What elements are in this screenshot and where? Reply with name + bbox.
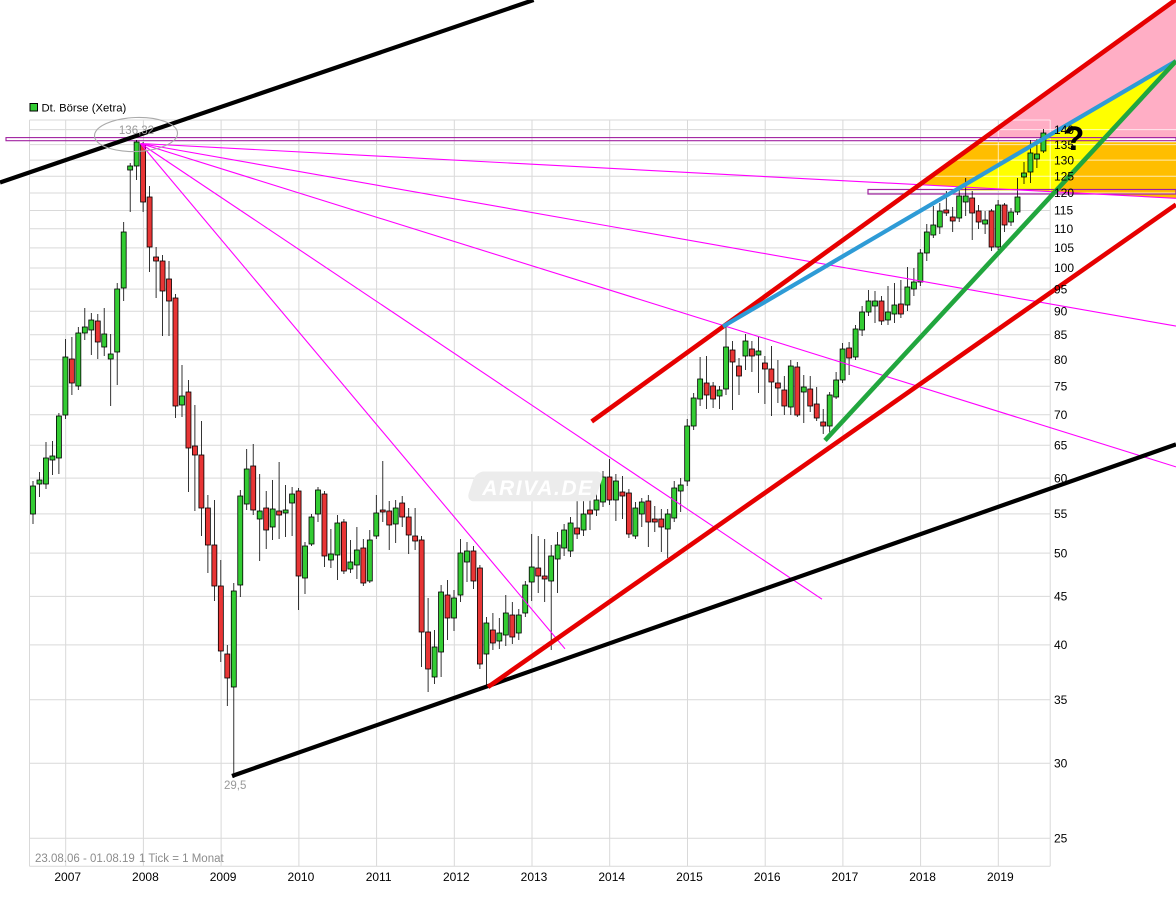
svg-text:Dt. Börse (Xetra): Dt. Börse (Xetra) [42, 103, 127, 115]
svg-text:110: 110 [1054, 222, 1073, 236]
svg-text:125: 125 [1054, 169, 1074, 183]
svg-text:50: 50 [1054, 546, 1068, 560]
svg-text:35: 35 [1054, 693, 1068, 707]
svg-text:95: 95 [1054, 282, 1068, 296]
svg-text:2009: 2009 [210, 870, 237, 884]
svg-text:2007: 2007 [54, 870, 81, 884]
svg-text:70: 70 [1054, 408, 1068, 422]
svg-text:30: 30 [1054, 756, 1068, 770]
svg-text:2012: 2012 [443, 870, 470, 884]
svg-text:60: 60 [1054, 471, 1068, 485]
svg-text:2017: 2017 [832, 870, 859, 884]
svg-text:135: 135 [1054, 138, 1074, 152]
svg-text:85: 85 [1054, 328, 1068, 342]
svg-text:140: 140 [1054, 123, 1074, 137]
svg-text:25: 25 [1054, 831, 1068, 845]
svg-text:105: 105 [1054, 241, 1074, 255]
svg-text:2010: 2010 [288, 870, 315, 884]
svg-text:65: 65 [1054, 438, 1068, 452]
svg-text:100: 100 [1054, 261, 1074, 275]
svg-text:29,5: 29,5 [224, 780, 246, 792]
svg-text:80: 80 [1054, 353, 1068, 367]
svg-text:1 Tick = 1 Monat: 1 Tick = 1 Monat [139, 853, 224, 865]
svg-text:130: 130 [1054, 153, 1074, 167]
svg-text:23.08.06 - 01.08.19: 23.08.06 - 01.08.19 [35, 853, 135, 865]
svg-text:55: 55 [1054, 507, 1068, 521]
svg-text:2018: 2018 [909, 870, 936, 884]
svg-text:75: 75 [1054, 380, 1068, 394]
svg-text:40: 40 [1054, 638, 1068, 652]
svg-text:2013: 2013 [521, 870, 548, 884]
svg-text:120: 120 [1054, 186, 1074, 200]
svg-text:45: 45 [1054, 590, 1068, 604]
svg-text:2019: 2019 [987, 870, 1014, 884]
svg-text:115: 115 [1054, 204, 1073, 218]
svg-text:2014: 2014 [598, 870, 625, 884]
svg-text:ARIVA.DE: ARIVA.DE [481, 477, 594, 500]
svg-text:2008: 2008 [132, 870, 159, 884]
svg-text:2011: 2011 [366, 870, 392, 884]
svg-text:2016: 2016 [754, 870, 781, 884]
svg-text:90: 90 [1054, 305, 1068, 319]
svg-text:136,32: 136,32 [119, 125, 154, 137]
svg-text:2015: 2015 [676, 870, 703, 884]
